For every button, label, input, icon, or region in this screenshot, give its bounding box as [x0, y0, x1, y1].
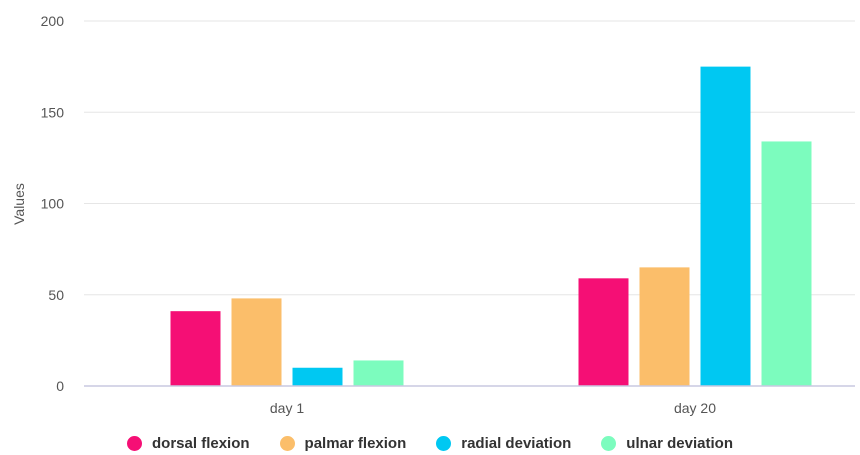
legend-label: ulnar deviation — [626, 434, 733, 452]
y-tick-label: 100 — [41, 196, 65, 212]
bar-dorsal-flexion-day-20 — [578, 278, 629, 386]
y-tick-label: 200 — [41, 13, 65, 29]
legend: dorsal flexion palmar flexion radial devia… — [0, 431, 860, 455]
y-axis-ticks: 0 50 100 150 200 — [41, 13, 65, 394]
y-tick-label: 0 — [56, 378, 64, 394]
legend-item: dorsal flexion — [127, 435, 250, 452]
y-tick-label: 150 — [41, 104, 65, 120]
legend-item: palmar flexion — [279, 434, 407, 452]
bar-palmar-flexion-day-20 — [639, 267, 690, 386]
legend-label: palmar flexion — [304, 434, 407, 452]
legend-item: ulnar deviation — [601, 435, 733, 452]
x-tick-label: day 1 — [270, 400, 304, 416]
bar-palmar-flexion-day-1 — [231, 298, 282, 386]
legend-swatch — [436, 435, 452, 451]
bar-radial-deviation-day-20 — [700, 66, 751, 386]
y-axis-label: Values — [11, 183, 27, 225]
bar-dorsal-flexion-day-1 — [170, 311, 221, 386]
bar-ulnar-deviation-day-20 — [761, 141, 812, 386]
bar-radial-deviation-day-1 — [292, 367, 343, 386]
x-tick-label: day 20 — [674, 400, 716, 416]
legend-swatch — [279, 435, 295, 451]
legend-swatch — [127, 435, 143, 451]
x-axis-ticks: day 1 day 20 — [270, 400, 716, 416]
y-tick-label: 50 — [48, 287, 64, 303]
legend-label: dorsal flexion — [152, 434, 250, 452]
bar-chart: 0 50 100 150 200 Values day 1 day 20 — [11, 13, 855, 416]
bars — [170, 66, 812, 386]
legend-label: radial deviation — [461, 434, 572, 452]
bar-ulnar-deviation-day-1 — [353, 360, 404, 386]
legend-item: radial deviation — [436, 435, 571, 452]
legend-swatch — [601, 435, 617, 451]
